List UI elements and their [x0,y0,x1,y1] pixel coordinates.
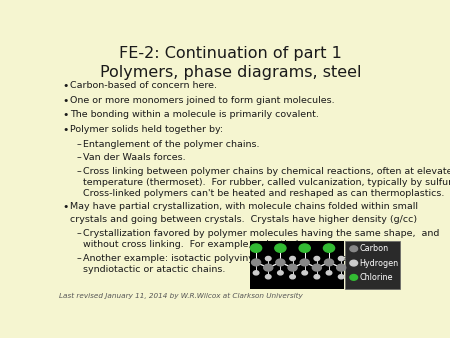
FancyBboxPatch shape [250,241,344,289]
Circle shape [288,264,297,271]
Text: crystals and going between crystals.  Crystals have higher density (g/cc): crystals and going between crystals. Cry… [70,215,417,223]
Text: Chlorine: Chlorine [360,273,393,282]
Circle shape [253,271,259,275]
Text: –: – [76,254,81,263]
Text: –: – [76,229,81,238]
Text: –: – [76,140,81,149]
Text: Polymer solids held together by:: Polymer solids held together by: [70,125,223,134]
Text: Cross-linked polymers can't be heated and reshaped as can thermoplastics.: Cross-linked polymers can't be heated an… [83,189,445,198]
Circle shape [275,244,286,252]
Circle shape [300,259,309,266]
Text: FE-2: Continuation of part 1
Polymers, phase diagrams, steel: FE-2: Continuation of part 1 Polymers, p… [100,46,361,80]
Text: Van der Waals forces.: Van der Waals forces. [83,153,186,162]
Circle shape [337,264,346,271]
Text: –: – [76,167,81,176]
Text: –: – [76,153,81,162]
Text: •: • [63,202,69,212]
Circle shape [266,275,271,279]
Circle shape [324,244,335,252]
Text: •: • [63,96,69,106]
Text: Cross linking between polymer chains by chemical reactions, often at elevated: Cross linking between polymer chains by … [83,167,450,176]
Text: Hydrogen: Hydrogen [360,259,399,268]
Text: Another example: isotactic polyvinyl chloride rather than: Another example: isotactic polyvinyl chl… [83,254,355,263]
Circle shape [290,257,295,261]
Text: syndiotactic or atactic chains.: syndiotactic or atactic chains. [83,265,226,274]
Text: without cross linking.  For example, polyethylene.: without cross linking. For example, poly… [83,240,320,249]
Circle shape [350,260,358,266]
Text: •: • [63,81,69,91]
Text: temperature (thermoset).  For rubber, called vulcanization, typically by sulfur.: temperature (thermoset). For rubber, cal… [83,178,450,187]
Text: Carbon: Carbon [360,244,389,253]
FancyBboxPatch shape [345,241,400,289]
Text: •: • [63,125,69,135]
Circle shape [278,271,283,275]
Circle shape [314,257,319,261]
Text: Last revised January 11, 2014 by W.R.Wilcox at Clarkson University: Last revised January 11, 2014 by W.R.Wil… [59,293,303,299]
Circle shape [302,271,307,275]
Circle shape [290,275,295,279]
Circle shape [338,275,344,279]
Circle shape [324,259,333,266]
Text: May have partial crystallization, with molecule chains folded within small: May have partial crystallization, with m… [70,202,418,211]
Text: •: • [63,111,69,120]
Circle shape [276,259,285,266]
Circle shape [251,244,261,252]
Circle shape [312,264,321,271]
Circle shape [326,271,332,275]
Circle shape [314,275,319,279]
Circle shape [338,257,344,261]
Text: Crystallization favored by polymer molecules having the same shape,  and: Crystallization favored by polymer molec… [83,229,440,238]
Circle shape [252,259,261,266]
Circle shape [350,246,358,251]
Text: One or more monomers joined to form giant molecules.: One or more monomers joined to form gian… [70,96,335,105]
Circle shape [264,264,273,271]
Text: The bonding within a molecule is primarily covalent.: The bonding within a molecule is primari… [70,111,319,119]
Text: Entanglement of the polymer chains.: Entanglement of the polymer chains. [83,140,260,149]
Circle shape [299,244,310,252]
Circle shape [266,257,271,261]
Text: Carbon-based of concern here.: Carbon-based of concern here. [70,81,217,90]
Circle shape [350,274,358,280]
